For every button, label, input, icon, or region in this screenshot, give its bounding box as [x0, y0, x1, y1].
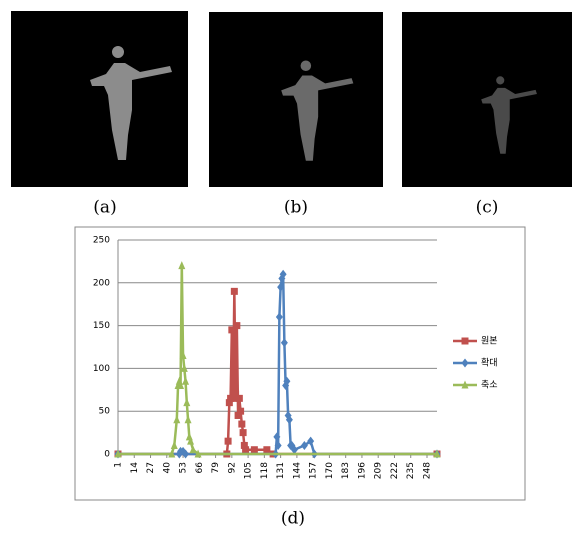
marker	[433, 449, 441, 458]
marker	[277, 282, 285, 292]
x-tick-label: 144	[292, 462, 302, 479]
x-tick-label: 209	[374, 462, 384, 479]
marker	[168, 449, 176, 458]
marker	[228, 326, 236, 334]
marker	[461, 337, 469, 345]
marker	[263, 446, 271, 454]
marker	[232, 390, 240, 398]
x-tick-label: 248	[422, 462, 432, 479]
marker	[184, 415, 192, 424]
x-tick-label: 66	[195, 462, 205, 474]
marker	[274, 440, 282, 450]
y-tick-label: 200	[93, 278, 110, 288]
x-tick-label: 92	[227, 462, 237, 473]
marker	[114, 449, 122, 458]
legend-label: 축소	[481, 380, 498, 391]
x-tick-label: 27	[146, 462, 156, 473]
marker	[179, 351, 187, 360]
marker	[229, 394, 237, 402]
marker	[235, 394, 243, 402]
x-tick-label: 105	[244, 462, 254, 479]
x-tick-label: 235	[406, 462, 416, 479]
y-tick-label: 100	[93, 364, 110, 374]
x-tick-label: 196	[357, 462, 367, 479]
marker	[183, 398, 191, 407]
marker	[170, 440, 178, 449]
marker	[182, 376, 190, 385]
marker	[224, 437, 232, 445]
marker	[275, 312, 283, 322]
y-tick-label: 150	[93, 321, 110, 331]
marker	[189, 445, 197, 454]
marker	[307, 436, 315, 446]
x-tick-label: 222	[390, 462, 400, 479]
x-tick-label: 79	[211, 462, 221, 474]
x-tick-label: 14	[130, 462, 140, 474]
marker	[280, 338, 288, 348]
marker	[194, 449, 202, 458]
marker	[285, 415, 293, 425]
legend-label: 원본	[481, 336, 498, 347]
marker	[237, 407, 245, 415]
x-tick-label: 131	[276, 462, 286, 479]
marker	[225, 399, 233, 407]
marker	[182, 449, 190, 459]
marker	[279, 269, 287, 279]
legend-label: 확대	[481, 357, 498, 369]
marker	[300, 440, 308, 450]
caption: (d)	[281, 509, 305, 529]
marker	[177, 381, 185, 390]
marker	[273, 432, 281, 442]
marker	[461, 358, 469, 368]
y-tick-label: 250	[93, 236, 110, 246]
marker	[290, 445, 298, 455]
marker	[240, 441, 248, 449]
marker	[250, 446, 258, 454]
x-tick-label: 170	[325, 462, 335, 479]
caption: (b)	[284, 198, 308, 218]
image-a	[11, 11, 188, 187]
y-tick-label: 0	[104, 450, 110, 460]
marker	[239, 429, 247, 437]
marker	[233, 322, 241, 330]
x-tick-label: 40	[162, 462, 172, 474]
caption: (a)	[93, 198, 116, 218]
marker	[178, 261, 186, 270]
x-tick-label: 53	[179, 462, 189, 473]
y-tick-label: 50	[99, 407, 111, 417]
marker	[461, 380, 469, 389]
marker	[242, 446, 250, 454]
marker	[180, 363, 188, 372]
marker	[238, 420, 246, 428]
marker	[283, 376, 291, 386]
caption: (c)	[476, 198, 499, 218]
x-tick-label: 1	[114, 462, 124, 468]
marker	[234, 411, 242, 419]
x-tick-label: 157	[309, 462, 319, 479]
marker	[187, 436, 195, 445]
marker	[173, 415, 181, 424]
x-tick-label: 118	[260, 462, 270, 479]
marker	[230, 287, 238, 295]
x-tick-label: 183	[341, 462, 351, 479]
